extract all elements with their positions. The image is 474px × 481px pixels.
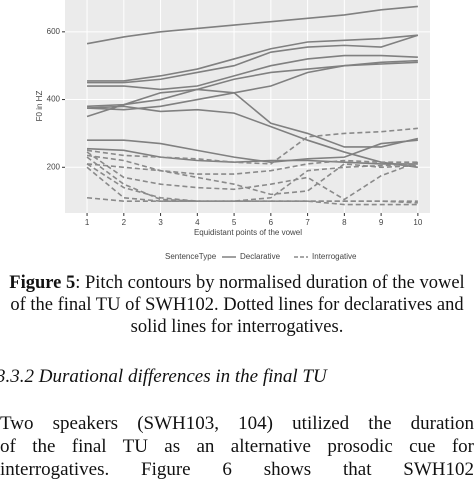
x-tick-label: 4 [195,218,200,227]
contour-line [86,88,419,148]
legend-title: SentenceType [165,252,217,261]
contour-line [87,105,418,169]
contour-line [86,154,418,175]
y-tick-label: 200 [47,162,61,171]
x-tick-label: 2 [122,218,127,227]
x-tick-label: 7 [305,218,310,227]
caption-label: Figure 5 [9,273,76,293]
contour-line [87,139,418,164]
paragraph-line: interrogatives. Figure 6 shows that SWH1… [0,459,474,480]
y-axis-title: F0 in HZ [35,91,44,122]
contour-line [87,147,418,165]
x-axis-title: Equidistant points of the vowel [194,228,302,237]
x-tick-label: 3 [158,218,163,227]
y-tick-label: 600 [47,27,61,36]
contour-line [87,34,419,84]
x-tick-label: 6 [269,218,274,227]
figure-caption: Figure 5: Pitch contours by normalised d… [0,272,474,338]
paragraph: Two speakers (SWH103, 104) utilized the … [0,412,474,481]
contour-line [87,34,418,82]
legend-label: Interrogative [312,252,357,261]
section-heading: 3.3.2 Durational differences in the fina… [0,366,327,387]
x-tick-label: 5 [232,218,237,227]
x-tick-label: 9 [379,218,384,227]
legend-label: Declarative [240,252,281,261]
x-tick-label: 8 [342,218,347,227]
x-tick-label: 1 [85,218,90,227]
caption-text: : Pitch contours by normalised duration … [10,273,465,337]
x-tick-label: 10 [413,218,422,227]
contour-line [87,54,418,91]
chart: F0 in HZ Equidistant points of the vowel… [35,0,430,261]
paragraph-line: of the final TU as an alternative prosod… [0,436,474,457]
contour-line [86,196,418,202]
paragraph-line: Two speakers (SWH103, 104) utilized the … [0,413,474,434]
contour-line [86,5,418,45]
contour-line [87,59,418,108]
y-tick-label: 400 [47,95,61,104]
contour-line [87,61,418,111]
contour-line [86,166,418,206]
contour-line [86,156,418,202]
